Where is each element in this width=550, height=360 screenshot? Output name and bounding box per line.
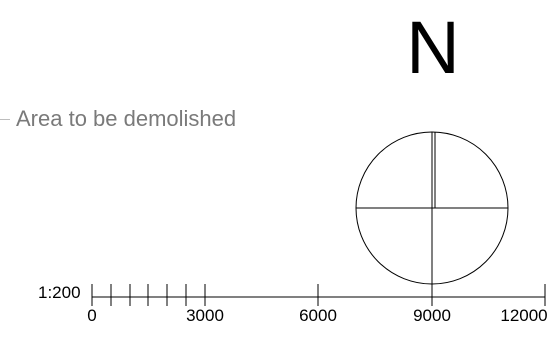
north-arrow-icon: [355, 131, 509, 285]
north-letter: N: [406, 6, 460, 89]
scale-bar-tick-label: 3000: [186, 306, 224, 325]
scale-bar-tick-label: 9000: [413, 306, 451, 325]
scale-bar: [91, 284, 546, 306]
legend-label: Area to be demolished: [16, 106, 237, 131]
scale-bar-tick-label: 0: [87, 306, 97, 325]
scale-bar-tick-label: 12000: [500, 306, 548, 325]
scale-bar-tick-label: 6000: [299, 306, 337, 325]
legend-item-area-to-be-demolished: Area to be demolished: [0, 104, 236, 134]
legend-swatch: [0, 118, 10, 120]
scale-ratio-label: 1:200: [38, 283, 81, 302]
